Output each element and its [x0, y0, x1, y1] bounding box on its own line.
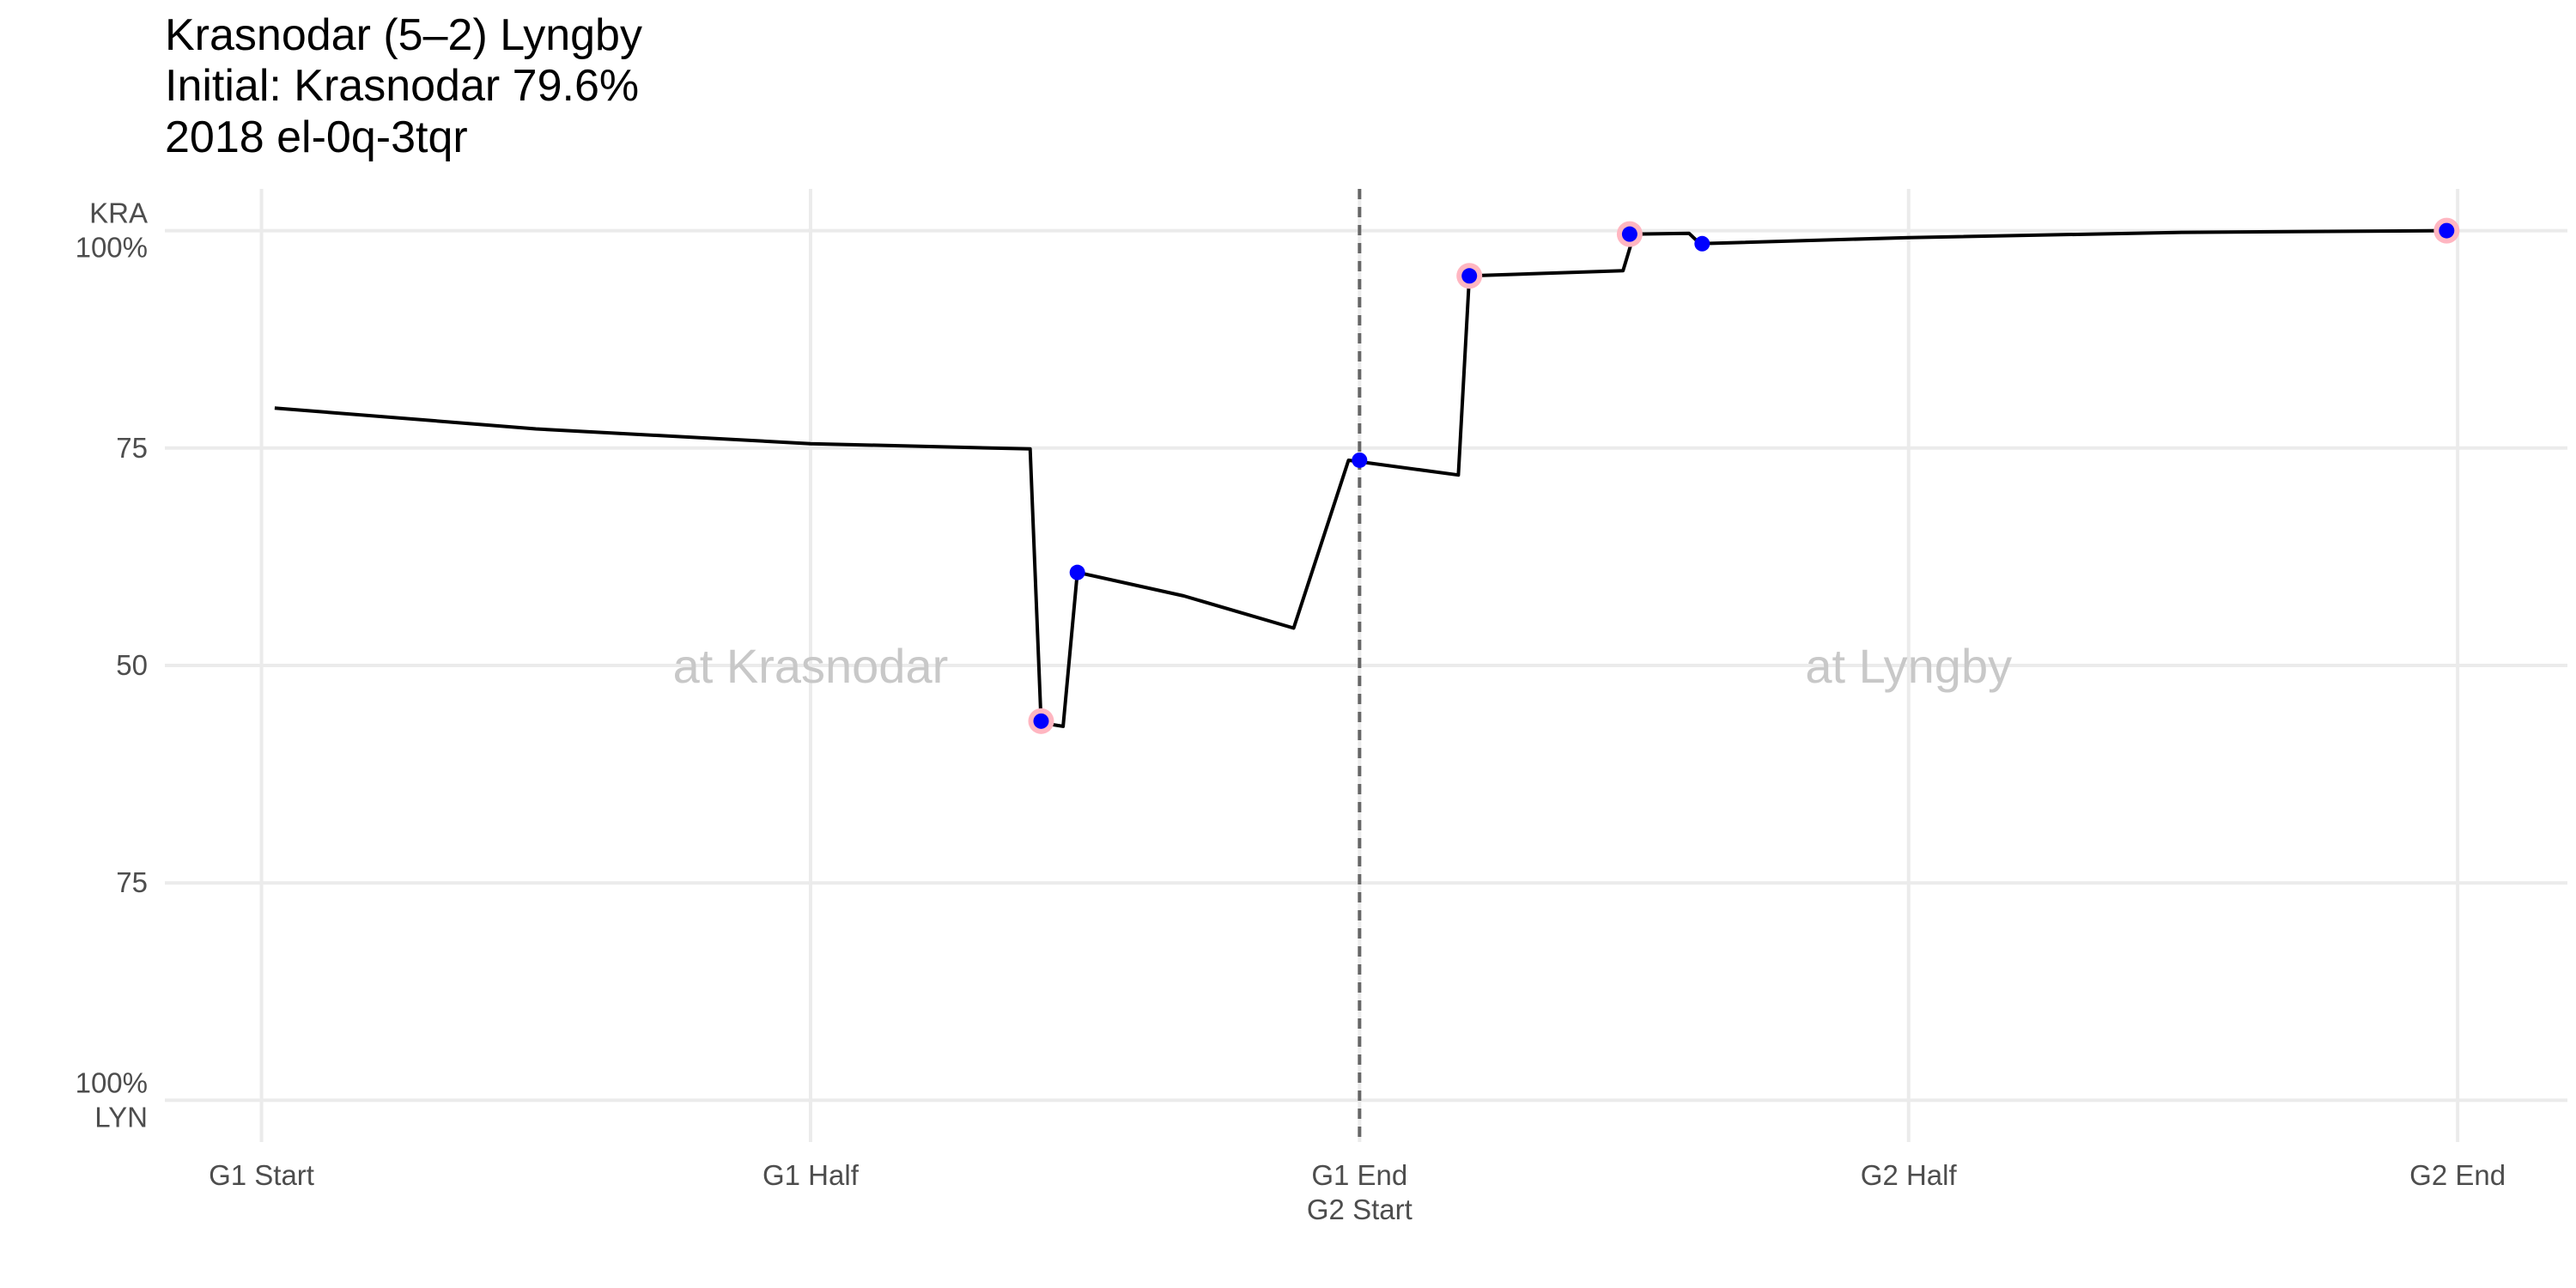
point-dot [1461, 268, 1478, 284]
grid [165, 189, 2567, 1142]
y-tick-label: 50 [116, 649, 148, 681]
x-tick-label: G2 Half [1861, 1159, 1958, 1191]
title-line-1: Krasnodar (5–2) Lyngby [165, 10, 642, 60]
x-tick-label: G2 Start [1307, 1194, 1413, 1225]
venue-annotation: at Lyngby [1805, 639, 2012, 693]
goal-point [1694, 235, 1710, 252]
goal-point [1352, 452, 1368, 468]
y-tick-label: 75 [116, 432, 148, 464]
point-dot [1069, 564, 1085, 580]
y-tick-label: 100% [76, 232, 148, 264]
x-tick-label: G1 Half [762, 1159, 860, 1191]
annotations: at Krasnodar at Lyngby [673, 639, 2012, 693]
point-dot [1352, 452, 1368, 468]
x-tick-label: G1 End [1311, 1159, 1407, 1191]
point-dot [2439, 222, 2455, 239]
title-line-3: 2018 el-0q-3tqr [165, 112, 468, 162]
goal-point-highlighted [2433, 217, 2460, 244]
point-dot [1621, 226, 1637, 242]
goal-point-highlighted [1616, 221, 1643, 247]
y-tick-label: 75 [116, 866, 148, 898]
x-tick-label: G2 End [2409, 1159, 2506, 1191]
y-tick-label: LYN [94, 1101, 148, 1133]
y-tick-label: KRA [89, 197, 148, 229]
y-tick-label: 100% [76, 1066, 148, 1098]
goal-point [1069, 564, 1085, 580]
event-points [1028, 217, 2460, 734]
point-dot [1694, 235, 1710, 252]
point-dot [1033, 713, 1049, 729]
goal-point-highlighted [1028, 708, 1054, 734]
x-tick-label: G1 Start [209, 1159, 314, 1191]
goal-point-highlighted [1456, 263, 1483, 289]
title-line-2: Initial: Krasnodar 79.6% [165, 61, 639, 111]
chart-title: Krasnodar (5–2) Lyngby Initial: Krasnoda… [165, 10, 642, 162]
venue-annotation: at Krasnodar [673, 639, 949, 693]
